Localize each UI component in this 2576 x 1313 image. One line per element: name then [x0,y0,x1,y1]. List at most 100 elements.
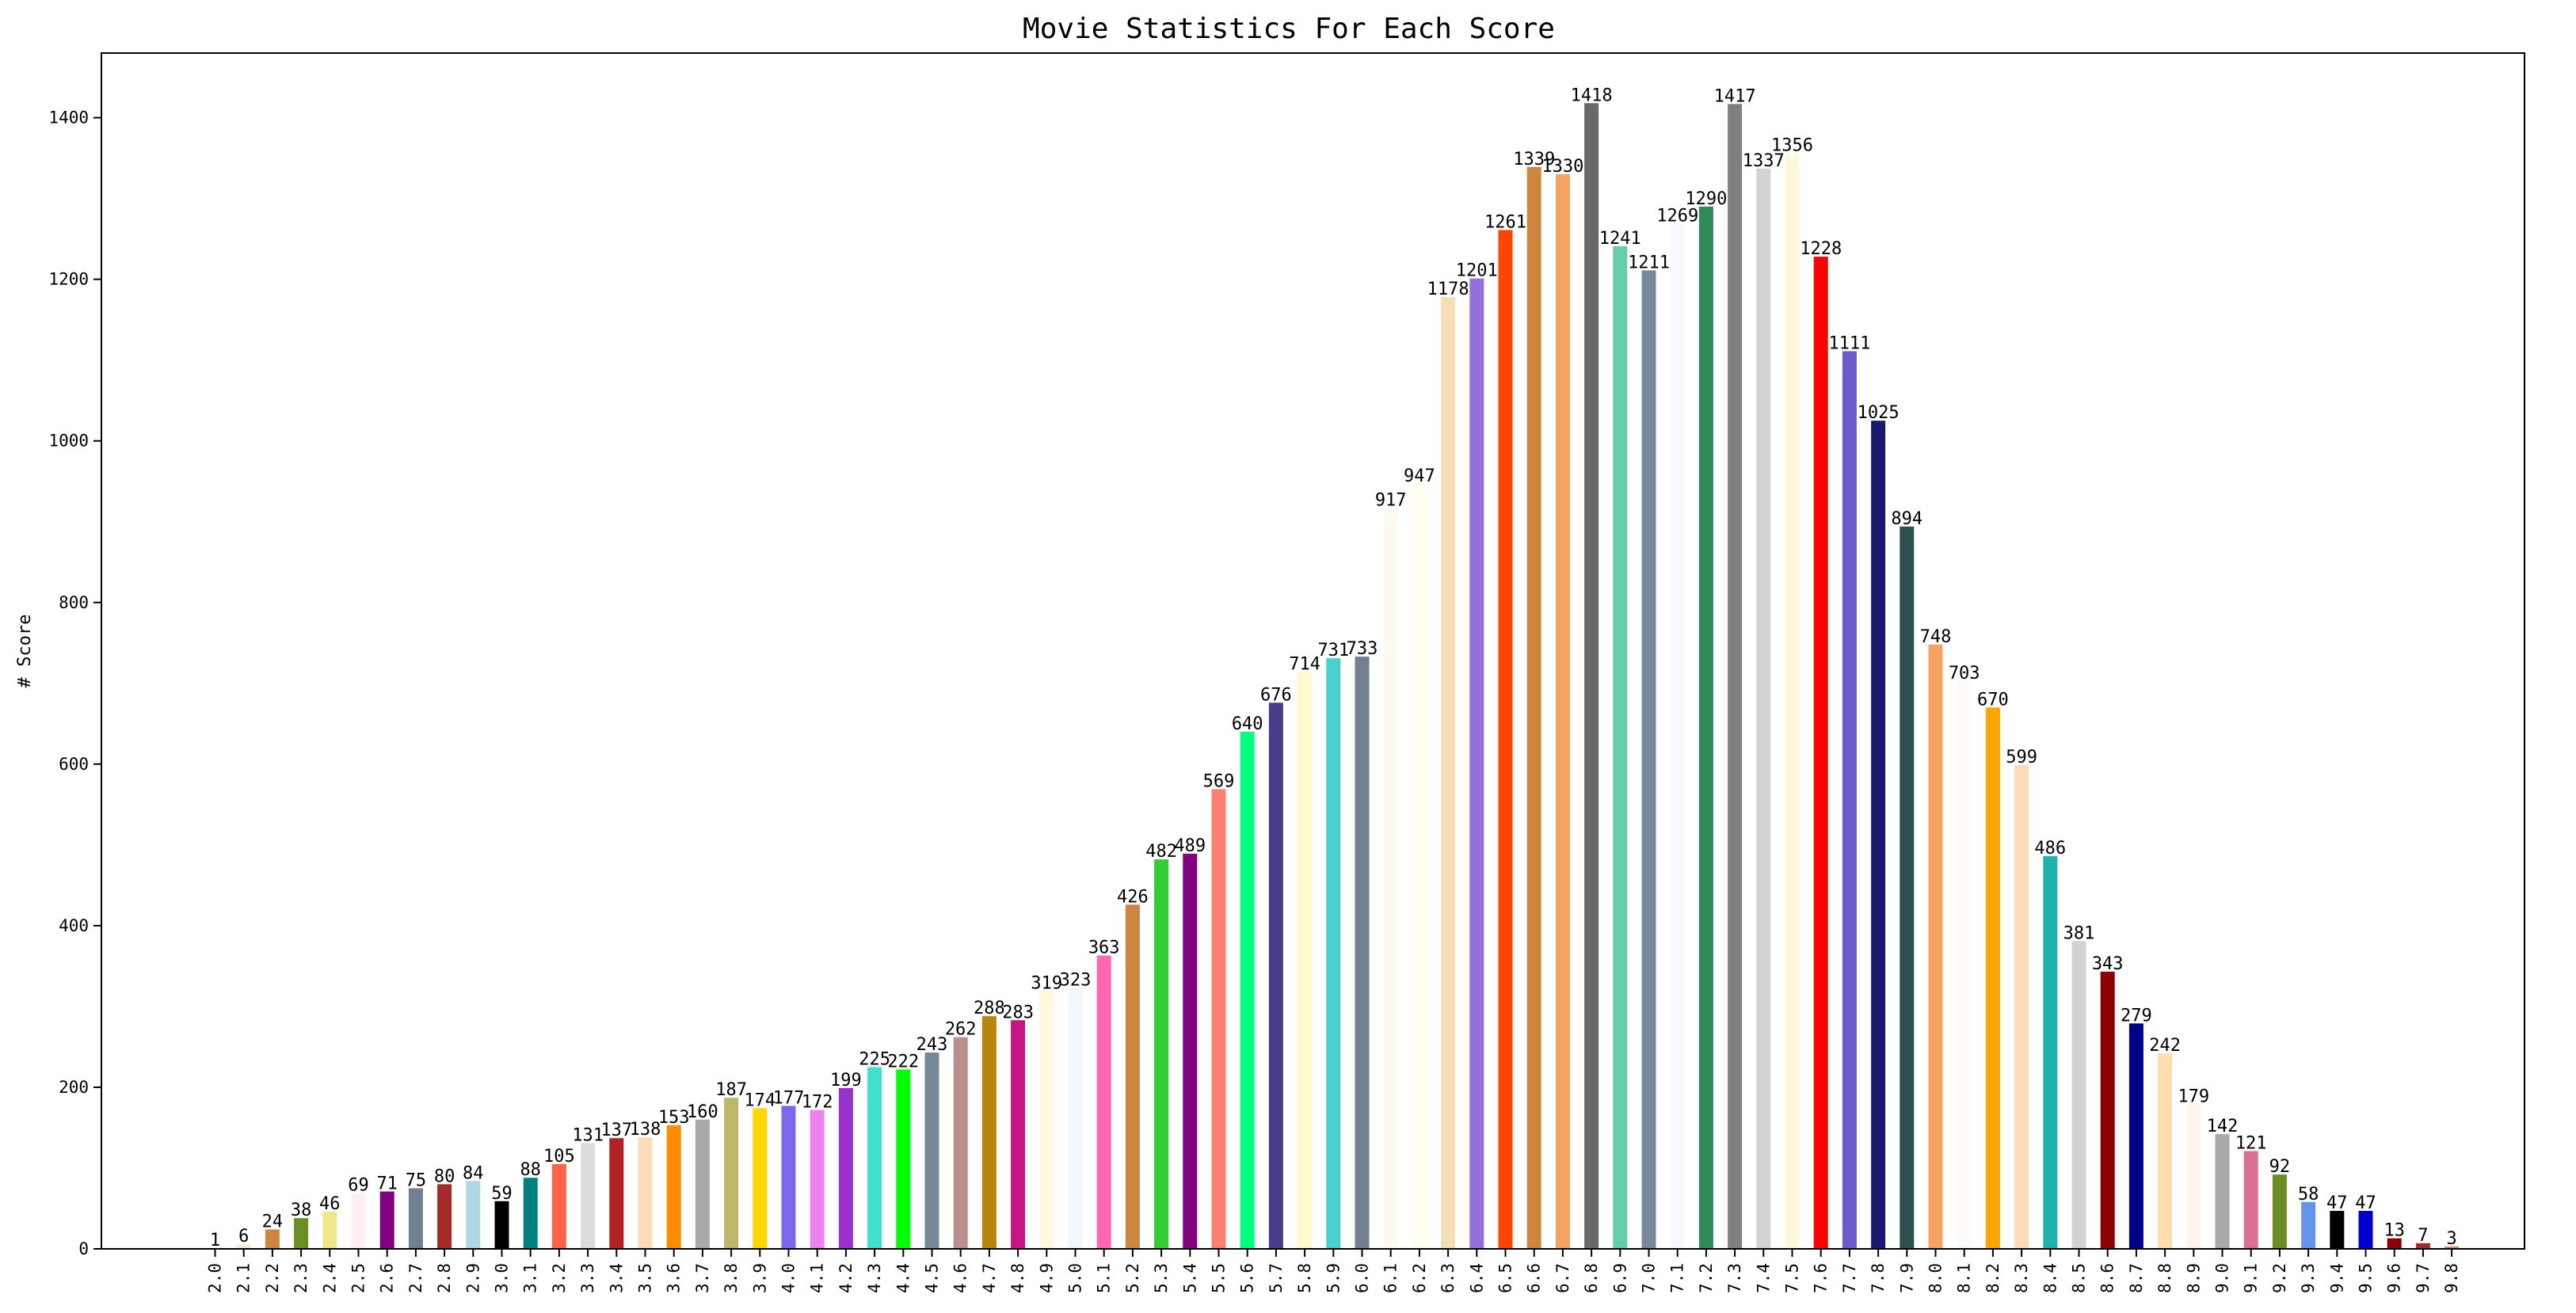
bar-4.8 [1011,1020,1026,1249]
data-label-5.9: 731 [1317,641,1349,660]
bar-3.8 [724,1098,739,1249]
x-tick-label-3.7: 3.7 [693,1263,712,1293]
data-label-7.1: 1269 [1656,206,1698,226]
x-tick-label-9.6: 9.6 [2385,1263,2404,1293]
x-tick-label-2.4: 2.4 [320,1263,339,1293]
x-tick-label-6.4: 6.4 [1467,1263,1486,1293]
data-label-6.8: 1418 [1571,86,1613,105]
data-label-8.9: 179 [2178,1087,2209,1106]
y-axis-label: # Score [15,615,35,688]
bar-8.4 [2043,856,2058,1249]
bar-7.3 [1728,104,1743,1250]
x-tick-label-7.0: 7.0 [1640,1263,1659,1293]
bar-5.5 [1211,789,1226,1249]
data-label-2.3: 38 [291,1201,312,1220]
bar-2.3 [294,1218,309,1249]
bar-7.5 [1785,153,1800,1249]
data-label-4.7: 288 [974,999,1005,1018]
x-tick-label-9.0: 9.0 [2213,1263,2232,1293]
bar-8.3 [2014,764,2029,1249]
bar-7.8 [1871,421,1886,1250]
x-tick-label-6.6: 6.6 [1525,1263,1544,1293]
data-label-5.4: 489 [1174,836,1206,856]
x-tick-label-6.1: 6.1 [1381,1263,1400,1293]
bar-6.3 [1441,297,1456,1250]
bar-6.4 [1469,278,1484,1249]
bar-9.8 [2445,1246,2460,1249]
x-tick-label-3.5: 3.5 [636,1263,655,1293]
y-tick-label: 0 [78,1239,89,1258]
data-label-3.5: 138 [630,1120,661,1140]
x-tick-label-6.8: 6.8 [1582,1263,1601,1293]
bar-4.4 [896,1069,911,1249]
bar-9.7 [2415,1243,2430,1249]
x-tick-label-3.6: 3.6 [665,1263,684,1293]
data-label-5.5: 569 [1203,771,1235,791]
x-tick-label-5.5: 5.5 [1210,1263,1229,1293]
bar-8.8 [2158,1053,2173,1249]
x-tick-label-6.7: 6.7 [1553,1263,1572,1293]
bar-7.2 [1698,206,1713,1250]
bar-5.0 [1068,988,1083,1249]
chart-title: Movie Statistics For Each Score [1023,13,1555,45]
data-label-7.3: 1417 [1714,86,1756,106]
bar-5.3 [1154,859,1169,1249]
data-label-6.3: 1178 [1427,280,1469,299]
data-label-4.8: 283 [1002,1003,1034,1022]
bar-6.7 [1555,174,1570,1250]
data-label-2.2: 24 [262,1212,284,1232]
data-label-7.6: 1228 [1800,239,1842,259]
bar-4.6 [953,1037,968,1249]
bar-7.9 [1900,526,1915,1249]
x-tick-label-3.0: 3.0 [493,1263,512,1293]
x-tick-label-6.0: 6.0 [1353,1263,1372,1293]
bar-7.7 [1842,351,1857,1249]
bar-2.6 [379,1191,394,1249]
x-tick-label-9.8: 9.8 [2442,1263,2461,1293]
data-label-2.4: 46 [319,1194,341,1214]
bar-4.2 [838,1087,853,1249]
bar-4.7 [981,1016,996,1249]
data-label-9.0: 142 [2207,1117,2239,1136]
x-tick-label-2.9: 2.9 [463,1263,482,1293]
bar-8.9 [2186,1104,2201,1249]
y-tick-label: 800 [59,593,89,612]
x-tick-label-9.2: 9.2 [2270,1263,2289,1293]
bar-4.9 [1039,991,1054,1249]
x-tick-label-4.7: 4.7 [980,1263,999,1293]
data-label-8.6: 343 [2092,954,2124,974]
x-tick-label-6.5: 6.5 [1496,1263,1515,1293]
data-label-2.5: 69 [348,1176,369,1196]
data-label-7.0: 1211 [1628,253,1670,272]
x-tick-label-8.9: 8.9 [2184,1263,2203,1293]
data-label-2.7: 75 [406,1170,427,1190]
bar-8.1 [1957,680,1972,1249]
x-tick-label-2.6: 2.6 [378,1263,397,1293]
data-label-9.1: 121 [2235,1134,2267,1154]
plot-frame [101,52,2525,1250]
x-tick-label-9.1: 9.1 [2242,1263,2261,1293]
data-label-6.5: 1261 [1484,212,1526,232]
x-tick-label-4.2: 4.2 [836,1263,855,1293]
data-label-7.8: 1025 [1858,403,1900,423]
data-label-3.9: 174 [744,1090,775,1110]
data-label-8.5: 381 [2063,923,2095,943]
data-label-3.2: 105 [543,1147,575,1166]
x-tick-label-8.6: 8.6 [2098,1263,2117,1293]
bar-4.0 [781,1106,796,1249]
bar-2.7 [408,1188,423,1249]
bar-9.6 [2387,1238,2402,1249]
x-tick-label-7.5: 7.5 [1783,1263,1802,1293]
x-tick-label-2.3: 2.3 [292,1263,311,1293]
data-label-6.6: 1339 [1513,150,1555,169]
x-tick-label-8.8: 8.8 [2155,1263,2174,1293]
data-label-8.1: 703 [1949,664,1980,683]
data-label-9.4: 47 [2326,1193,2348,1213]
data-label-6.2: 947 [1404,466,1435,486]
x-tick-label-7.8: 7.8 [1869,1263,1888,1293]
bar-2.4 [322,1212,337,1249]
data-label-6.7: 1330 [1541,157,1583,177]
data-label-2.8: 80 [434,1166,455,1186]
x-tick-label-2.8: 2.8 [435,1263,454,1293]
data-label-3.3: 131 [572,1125,604,1145]
